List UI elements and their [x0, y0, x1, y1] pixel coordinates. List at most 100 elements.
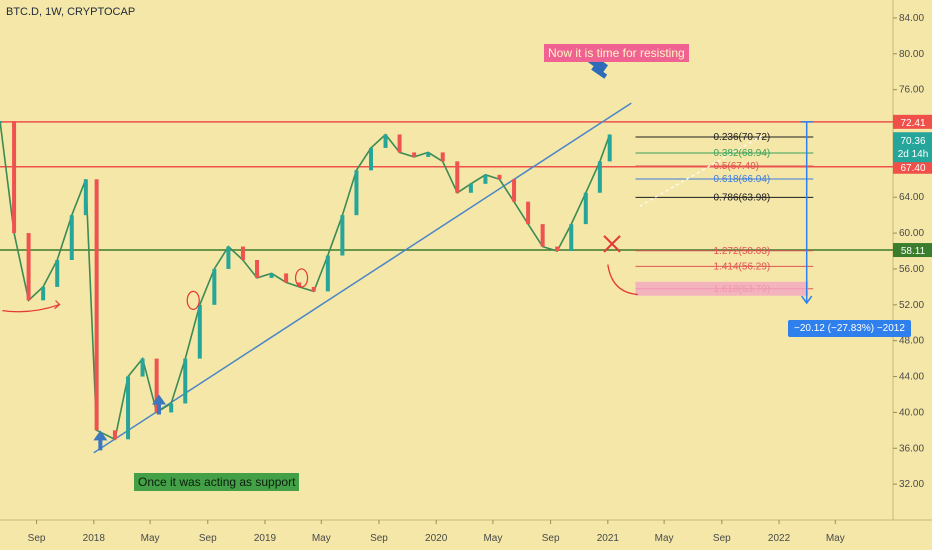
- price-candle: [468, 183, 473, 193]
- price-candle: [512, 179, 517, 202]
- annotation-resisting[interactable]: Now it is time for resisting: [544, 44, 689, 62]
- y-tick-label: 76.00: [899, 85, 924, 96]
- y-tick-label: 44.00: [899, 372, 924, 383]
- fib-label: 0.618(66.04): [714, 174, 771, 185]
- y-tick-label: 40.00: [899, 407, 924, 418]
- x-tick-label: Sep: [199, 533, 217, 544]
- cross-icon: [603, 235, 621, 253]
- x-tick-label: Sep: [370, 533, 388, 544]
- price-candle: [0, 121, 2, 124]
- circle-marker: [294, 268, 309, 288]
- price-candle: [297, 282, 302, 287]
- measure-arrow: [801, 295, 813, 305]
- price-candle: [569, 224, 574, 252]
- left-arrow-icon: [2, 300, 61, 313]
- price-candle: [269, 273, 274, 278]
- y-tick-label: 36.00: [899, 443, 924, 454]
- up-arrow-icon: [93, 430, 108, 451]
- fib-label: 0.5(67.49): [714, 161, 760, 172]
- price-candle: [55, 260, 60, 287]
- price-candle: [526, 201, 531, 225]
- price-candle: [183, 358, 188, 404]
- level-label: 67.40: [900, 163, 925, 174]
- price-candle: [340, 215, 345, 256]
- price-candle: [325, 255, 330, 292]
- price-candle: [412, 152, 417, 157]
- x-tick-label: 2022: [768, 533, 791, 544]
- price-candle: [94, 179, 99, 431]
- price-candle: [226, 246, 231, 269]
- price-candle: [240, 246, 245, 260]
- y-tick-label: 56.00: [899, 264, 924, 275]
- x-tick-label: May: [655, 533, 674, 544]
- circle-marker: [186, 290, 200, 310]
- price-candle: [455, 161, 460, 193]
- x-tick-label: 2021: [597, 533, 620, 544]
- fib-label: 0.786(63.98): [714, 192, 771, 203]
- y-tick-label: 64.00: [899, 192, 924, 203]
- price-candle: [41, 286, 46, 301]
- x-tick-label: May: [141, 533, 160, 544]
- y-tick-label: 60.00: [899, 228, 924, 239]
- y-tick-label: 48.00: [899, 336, 924, 347]
- fib-label: 1.272(58.03): [714, 246, 771, 257]
- price-series-line: [0, 120, 611, 441]
- fib-label: 0.382(68.94): [714, 148, 771, 159]
- x-tick-label: 2018: [83, 533, 106, 544]
- price-candle: [140, 358, 145, 377]
- price-candle: [397, 134, 402, 153]
- price-candle: [112, 430, 117, 440]
- x-tick-label: Sep: [542, 533, 560, 544]
- fib-target-box: [635, 281, 809, 296]
- level-label-bg: [893, 114, 932, 129]
- price-candle: [483, 174, 488, 184]
- curved-arrow-icon: [607, 264, 638, 296]
- y-tick-label: 52.00: [899, 300, 924, 311]
- x-tick-label: 2019: [254, 533, 277, 544]
- level-label: 72.41: [900, 118, 925, 129]
- trendline: [93, 102, 632, 454]
- level-label-bg: [893, 243, 932, 258]
- countdown-label: 2d 14h: [898, 149, 929, 160]
- price-candle: [583, 192, 588, 225]
- price-candle: [69, 215, 74, 260]
- price-candle: [607, 134, 612, 162]
- x-tick-label: Sep: [28, 533, 46, 544]
- measurement-label[interactable]: −20.12 (−27.83%) −2012: [788, 320, 911, 337]
- price-candle: [368, 147, 373, 171]
- price-candle: [197, 304, 202, 359]
- y-tick-label: 80.00: [899, 49, 924, 60]
- hammer-handle-icon: [591, 65, 608, 79]
- chart-title: BTC.D, 1W, CRYPTOCAP: [6, 6, 136, 18]
- price-candle: [26, 233, 31, 301]
- price-candle: [555, 246, 560, 252]
- price-candle: [126, 376, 131, 440]
- price-candle: [426, 152, 431, 157]
- price-candle: [284, 273, 289, 283]
- price-candle: [255, 260, 260, 278]
- price-candle: [440, 152, 445, 162]
- x-tick-label: May: [826, 533, 845, 544]
- price-candle: [154, 358, 159, 413]
- price-candle: [354, 170, 359, 216]
- x-tick-label: Sep: [713, 533, 731, 544]
- up-arrow-icon: [151, 394, 166, 415]
- fib-label: 1.414(56.29): [714, 261, 771, 272]
- price-label-bg: [893, 132, 932, 163]
- price-candle: [169, 403, 174, 413]
- price-candle: [311, 286, 316, 292]
- fib-label: 0.236(70.72): [714, 132, 771, 143]
- price-candle: [83, 179, 88, 216]
- x-tick-label: May: [483, 533, 502, 544]
- price-candle: [12, 121, 17, 234]
- annotation-support[interactable]: Once it was acting as support: [134, 473, 300, 491]
- x-tick-label: May: [312, 533, 331, 544]
- y-tick-label: 84.00: [899, 13, 924, 24]
- price-label: 70.36: [900, 136, 925, 147]
- y-tick-label: 32.00: [899, 479, 924, 490]
- price-candle: [212, 268, 217, 305]
- price-candle: [597, 161, 602, 193]
- level-label: 58.11: [901, 246, 926, 257]
